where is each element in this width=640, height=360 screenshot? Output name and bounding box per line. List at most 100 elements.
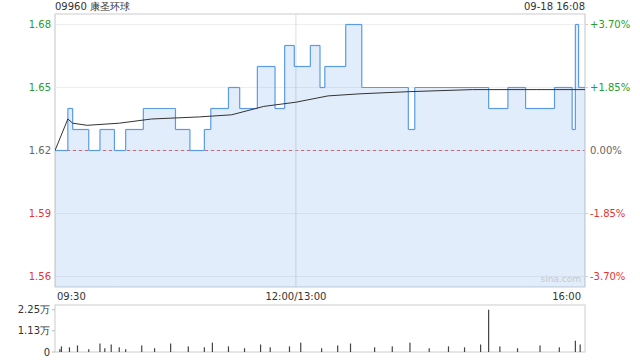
step-connector [572, 88, 573, 130]
price-step [55, 150, 68, 151]
price-step [68, 108, 73, 109]
y-tick-label: 1.68 [29, 19, 51, 30]
area-segment [572, 130, 575, 288]
area-segment [143, 109, 175, 288]
step-connector [525, 88, 526, 109]
step-connector [88, 130, 89, 151]
area-segment [89, 151, 100, 288]
step-connector [99, 130, 100, 151]
y-tick-label: 1.56 [29, 271, 51, 282]
step-connector [578, 25, 579, 88]
volume-tick-label: 2.25万 [18, 304, 50, 315]
price-step [89, 150, 100, 151]
area-segment [408, 130, 414, 288]
price-step [204, 129, 210, 130]
price-step [346, 24, 362, 25]
volume-bar [111, 344, 112, 352]
step-connector [257, 67, 258, 109]
price-step [508, 87, 526, 88]
price-step [415, 87, 489, 88]
area-segment [240, 109, 258, 288]
volume-tick-label: 0 [44, 347, 50, 358]
area-segment [204, 130, 210, 288]
step-connector [228, 88, 229, 109]
step-connector [408, 88, 409, 130]
area-segment [100, 130, 114, 288]
volume-bar [270, 347, 271, 352]
y2-tick-label: +3.70% [590, 19, 630, 30]
area-segment [275, 109, 285, 288]
step-connector [345, 25, 346, 67]
x-tick-label: 12:00/13:00 [265, 291, 326, 302]
y2-tick-label: -1.85% [590, 208, 625, 219]
step-connector [507, 88, 508, 109]
y2-tick-label: +1.85% [590, 82, 630, 93]
volume-bar [580, 344, 581, 352]
volume-bar [141, 345, 142, 352]
step-connector [210, 109, 211, 130]
x-tick-label: 09:30 [57, 291, 86, 302]
area-segment [579, 88, 585, 288]
step-connector [488, 88, 489, 109]
step-connector [361, 25, 362, 88]
step-connector [294, 46, 295, 67]
volume-bar [300, 343, 301, 352]
step-connector [319, 46, 320, 88]
area-segment [175, 130, 189, 288]
volume-bar [480, 344, 481, 352]
tick [52, 330, 55, 331]
price-step [554, 87, 572, 88]
volume-bar [244, 348, 245, 352]
step-connector [284, 46, 285, 109]
area-segment [310, 46, 320, 288]
volume-bar [228, 346, 229, 352]
volume-data [59, 310, 581, 352]
area-segment [362, 88, 409, 288]
area-segment [346, 25, 362, 288]
price-step [325, 66, 346, 67]
step-connector [143, 109, 144, 130]
price-step [489, 108, 508, 109]
area-segment [55, 151, 68, 288]
volume-bar [99, 344, 100, 352]
step-connector [310, 46, 311, 67]
area-segment [325, 67, 346, 288]
price-step [175, 129, 189, 130]
step-connector [554, 88, 555, 109]
volume-bar [392, 346, 393, 352]
volume-frame [55, 305, 585, 352]
area-segment [285, 46, 295, 288]
step-connector [189, 130, 190, 151]
price-step [526, 108, 555, 109]
volume-bar [499, 346, 500, 352]
price-step [143, 108, 175, 109]
volume-bar [188, 346, 189, 352]
area-segment [73, 130, 89, 288]
area-segment [320, 88, 325, 288]
volume-bar [154, 348, 155, 352]
volume-bar [212, 343, 213, 352]
volume-bar [374, 347, 375, 352]
volume-bar [59, 349, 60, 352]
title: 09960 康圣环球 [55, 1, 130, 12]
subtitle: 09-18 16:08 [524, 1, 585, 12]
price-step [294, 66, 310, 67]
volume-bar [517, 348, 518, 352]
price-step [584, 87, 585, 88]
area-segment [126, 130, 144, 288]
volume-bar [488, 310, 489, 352]
step-connector [274, 67, 275, 109]
volume-bar [409, 343, 410, 352]
area-segment [575, 25, 578, 288]
y-tick-label: 1.59 [29, 208, 51, 219]
volume-bar [350, 344, 351, 352]
area-segment [585, 88, 586, 288]
chart: 09960 康圣环球09-18 16:081.561.591.621.651.6… [0, 0, 640, 360]
price-step [362, 87, 409, 88]
volume-bar [125, 349, 126, 352]
y-tick-label: 1.62 [29, 145, 51, 156]
volume-bar [77, 345, 78, 352]
volume-bar [204, 347, 205, 352]
price-step [211, 108, 229, 109]
price-step [579, 87, 585, 88]
